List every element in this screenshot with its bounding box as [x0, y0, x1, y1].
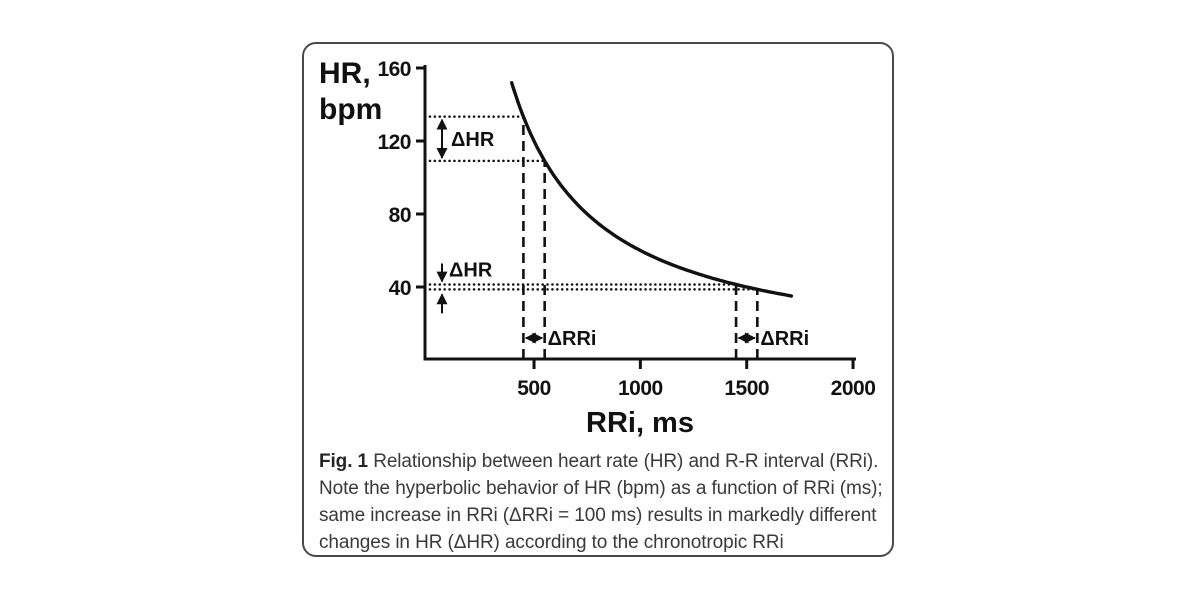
x-tick-label-1000: 1000	[618, 377, 663, 400]
delta-hr-label-0: ΔHR	[451, 129, 495, 151]
hr-rri-curve	[509, 81, 794, 298]
x-axis-title: RRi, ms	[586, 407, 694, 439]
delta-rri-label-1: ΔRRi	[760, 328, 809, 350]
y-tick-label-160: 160	[377, 58, 411, 81]
caption-line-1: Relationship between heart rate (HR) and…	[373, 451, 879, 472]
delta-rri-label-0: ΔRRi	[548, 328, 597, 350]
caption-line-3: same increase in RRi (ΔRRi = 100 ms) res…	[319, 505, 877, 526]
caption-line-2: Note the hyperbolic behavior of HR (bpm)…	[319, 478, 883, 499]
x-tick-label-1500: 1500	[724, 377, 769, 400]
y-tick-label-40: 40	[389, 277, 411, 300]
figure-caption: Fig. 1 Relationship between heart rate (…	[319, 448, 895, 556]
chart-dynamic-layer: ΔRRi ΔHR ΔRRi ΔHR 160 120 80 40 500 1000 1500 2000	[377, 58, 875, 400]
x-tick-label-500: 500	[517, 377, 551, 400]
y-axis-title-line1: HR,	[319, 57, 371, 90]
figure-caption-label: Fig. 1	[319, 451, 369, 472]
caption-line-4: changes in HR (ΔHR) according to the chr…	[319, 532, 784, 553]
x-tick-label-2000: 2000	[831, 377, 876, 400]
y-axis-title-line2: bpm	[319, 93, 382, 126]
delta-hr-label-1: ΔHR	[449, 259, 493, 281]
y-tick-label-80: 80	[389, 204, 411, 227]
y-tick-label-120: 120	[377, 131, 411, 154]
figure-panel: ΔRRi ΔHR ΔRRi ΔHR 160 120 80 40 500 1000 1500 2000 …	[302, 42, 894, 557]
